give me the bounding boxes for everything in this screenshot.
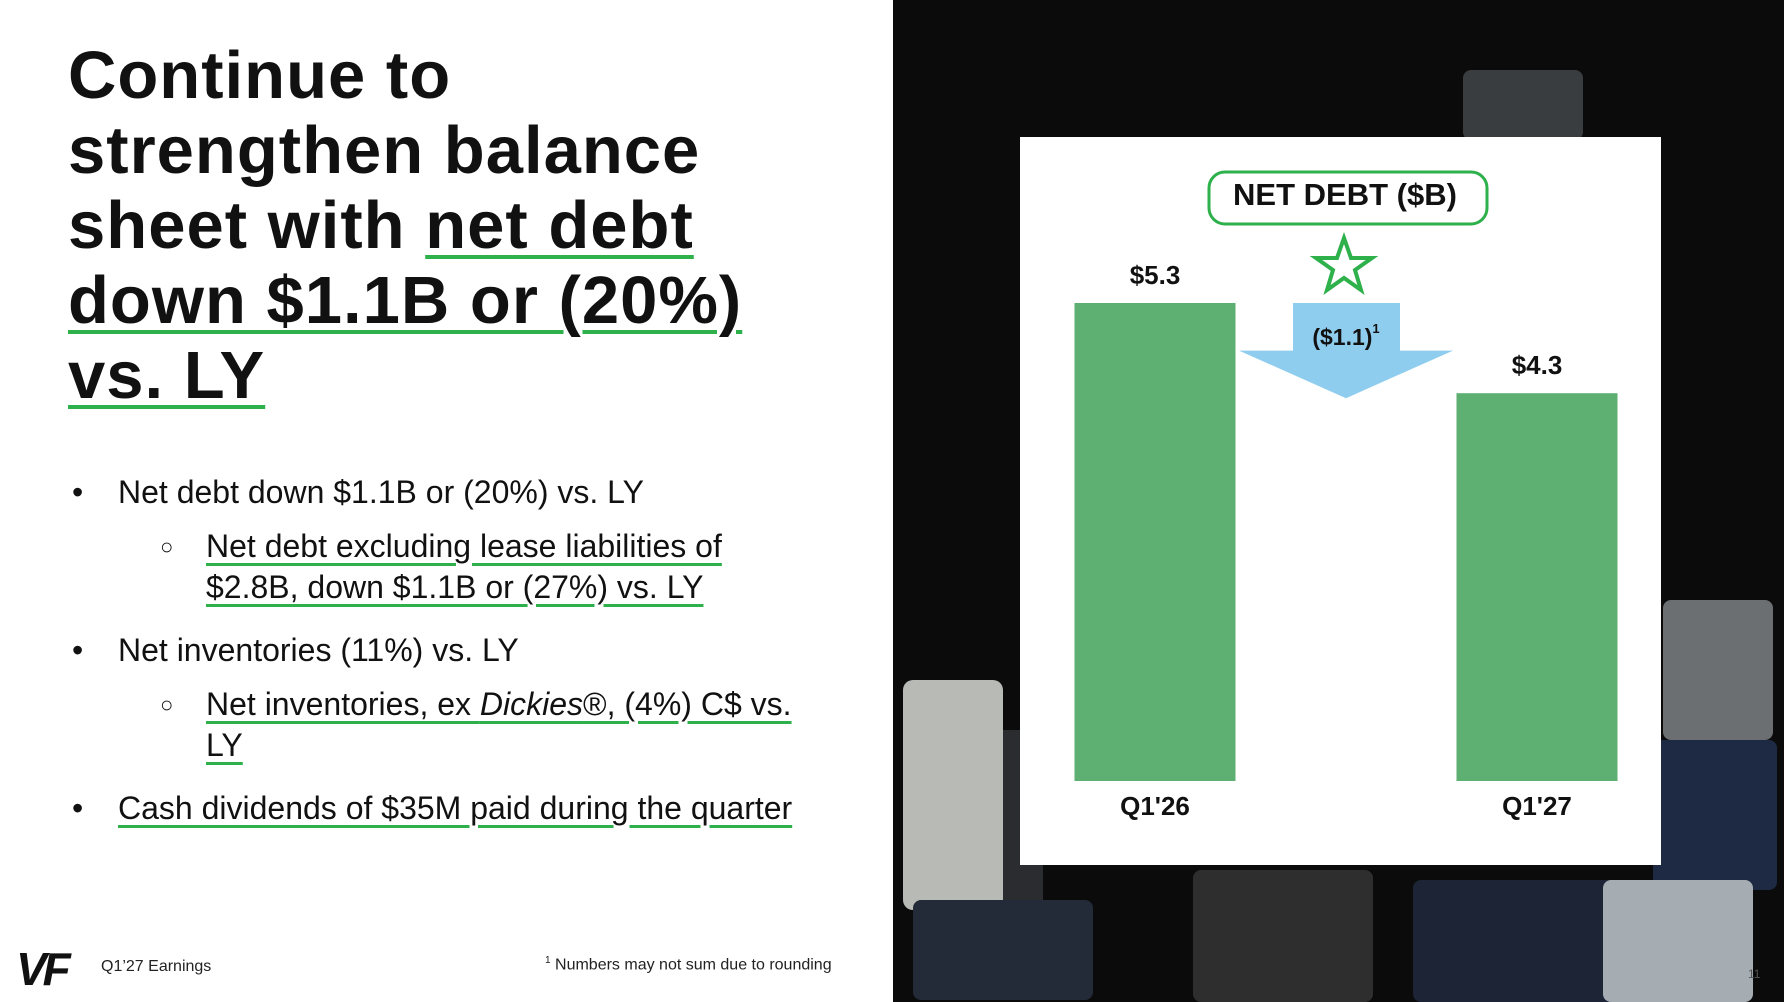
bullet-text: Net debt down $1.1B or (20%) vs. LY [118, 474, 644, 510]
footnote-text: Numbers may not sum due to rounding [555, 956, 832, 974]
bar [1074, 303, 1236, 781]
bullet-text: Cash dividends of $35M paid during the q… [118, 790, 793, 826]
sub-bullet: Net debt excluding lease liabilities of … [118, 526, 812, 608]
change-label: ($1.1)1 [1312, 321, 1379, 350]
bar [1456, 393, 1618, 781]
sub-bullet-text: Net inventories, ex Dickies®, (4%) C$ vs… [206, 686, 792, 763]
sub-bullet-text: Net debt excluding lease liabilities of … [206, 528, 722, 605]
title-box [1207, 170, 1489, 226]
star [1309, 231, 1379, 295]
brand: Dickies [479, 686, 584, 722]
footer-label: Q1’27 Earnings [101, 958, 212, 975]
heading-emphasis: net debt down $1.1B or (20%) vs. LY [68, 188, 743, 413]
category-label: Q1'26 [1120, 791, 1190, 821]
logo: VF [16, 943, 71, 995]
category-label: Q1'27 [1502, 791, 1572, 821]
text-part: ®, (4%) C$ vs. LY [206, 686, 792, 763]
text-part: Net inventories, ex [206, 686, 480, 722]
bullet-list: Net debt down $1.1B or (20%) vs. LY Net … [72, 472, 812, 850]
bullet: Cash dividends of $35M paid during the q… [72, 788, 812, 828]
luggage-decoration [903, 70, 1777, 1002]
footnote-mark: 1 [545, 955, 551, 966]
footnote-mark: 1 [1372, 321, 1379, 336]
bullet-text: Net inventories (11%) vs. LY [118, 632, 519, 668]
footnote: 1 Numbers may not sum due to rounding [545, 955, 832, 974]
chart-title: NET DEBT ($B) [1233, 177, 1457, 212]
heading-text: Continue to strengthen balance sheet wit… [68, 38, 701, 263]
page-number: 11 [1748, 967, 1761, 981]
value-label: $5.3 [1130, 260, 1181, 290]
bullet: Net debt down $1.1B or (20%) vs. LY Net … [72, 472, 812, 608]
change-arrow [1239, 303, 1453, 399]
change-value: ($1.1) [1312, 324, 1372, 350]
chart-panel: NET DEBT ($B) $5.3Q1'26$4.3Q1'27($1.1)11… [893, 0, 1784, 1002]
bullet: Net inventories (11%) vs. LY Net invento… [72, 630, 812, 766]
value-label: $4.3 [1512, 350, 1563, 380]
heading: Continue to strengthen balance sheet wit… [68, 38, 788, 413]
sub-bullet: Net inventories, ex Dickies®, (4%) C$ vs… [118, 684, 812, 766]
